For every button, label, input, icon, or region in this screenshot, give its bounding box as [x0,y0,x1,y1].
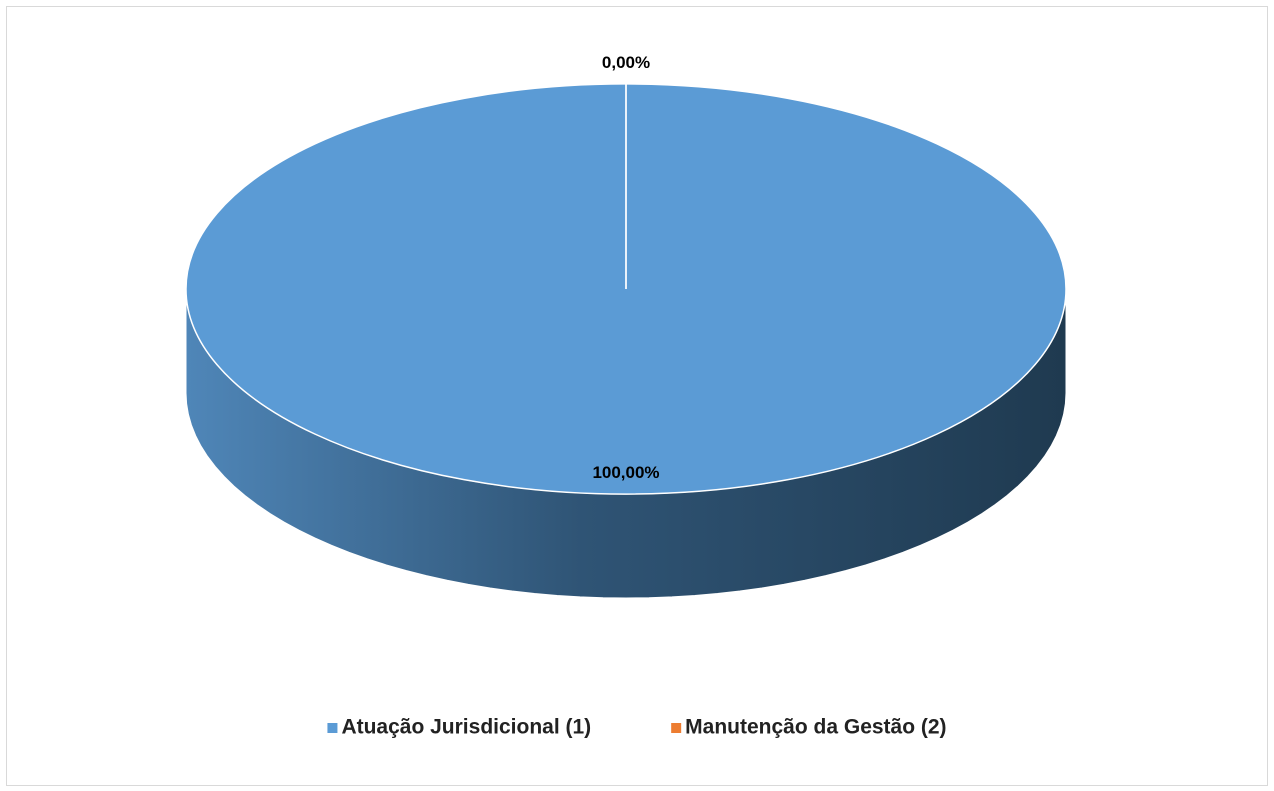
data-label: 100,00% [592,463,659,482]
legend-label: Atuação Jurisdicional (1) [341,716,591,739]
legend-label: Manutenção da Gestão (2) [685,716,946,739]
data-label: 0,00% [602,53,650,72]
legend-swatch [671,723,682,733]
legend-swatch [327,723,338,733]
